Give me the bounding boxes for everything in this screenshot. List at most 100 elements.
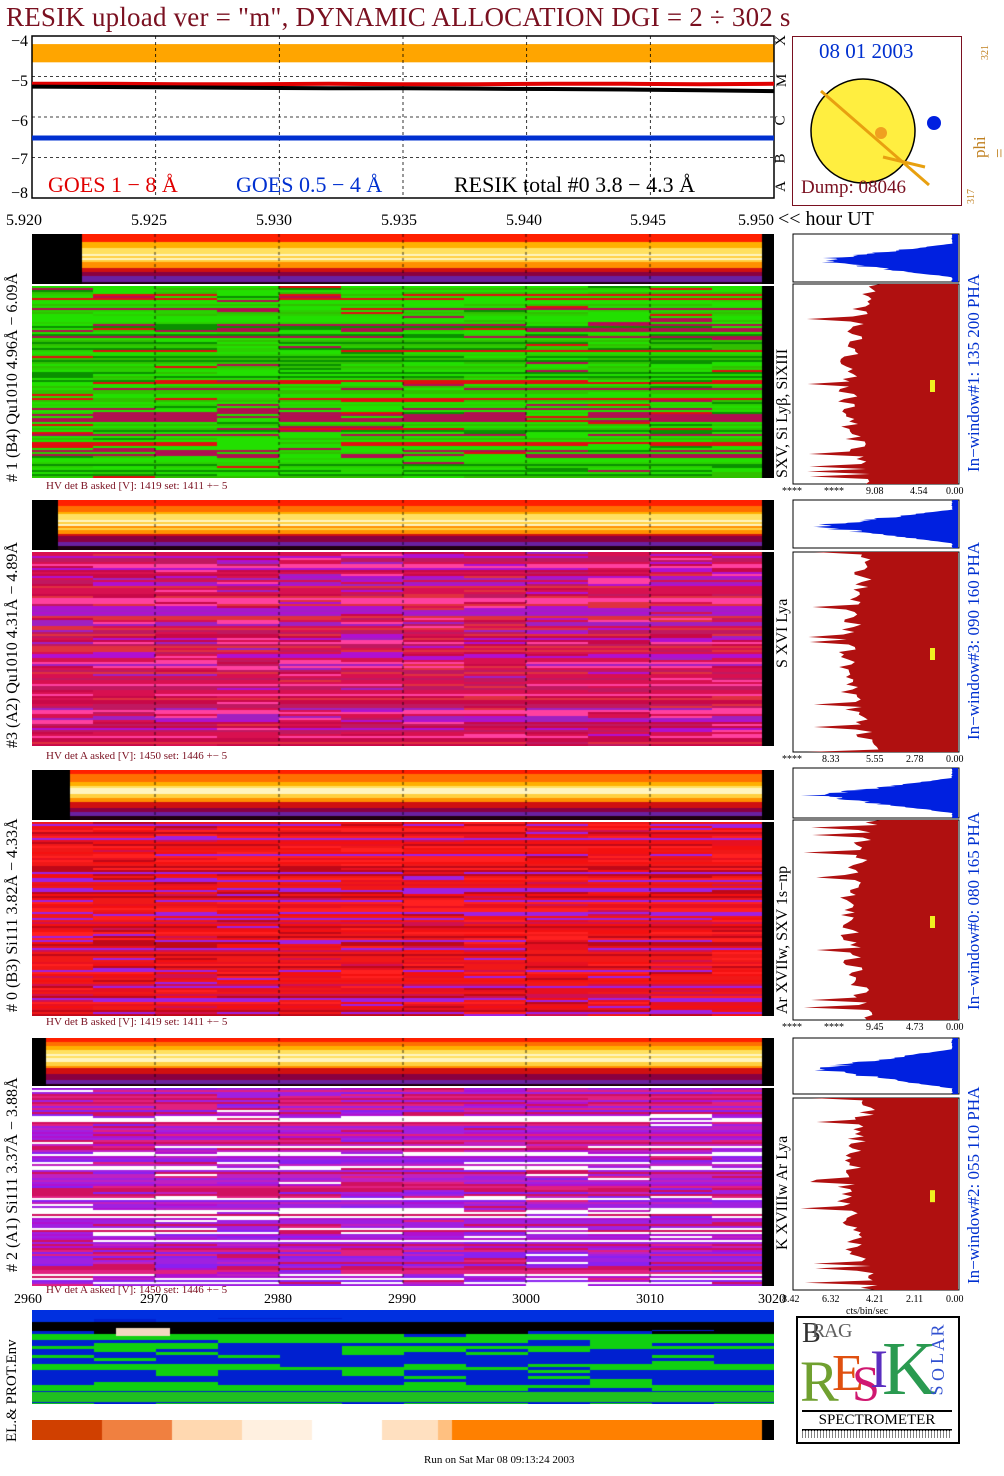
ch3-window-label: In−window#3: 090 160 PHA — [964, 541, 983, 740]
bottom-tick: 3000 — [512, 1292, 540, 1307]
sun-arrow-line — [882, 155, 926, 169]
ch1-pha-tick: 9.08 — [866, 486, 884, 497]
time-tick: 5.945 — [630, 212, 666, 229]
pha-blue-histogram — [814, 1038, 958, 1094]
sun-panel: 08 01 2003 Dump: 08046 — [792, 36, 962, 206]
logo-caption: SPECTROMETER — [802, 1410, 952, 1431]
ch3-main-spectrogram — [32, 552, 774, 746]
time-tick: 5.940 — [506, 212, 542, 229]
bottom-tick: 2980 — [264, 1292, 292, 1307]
logo-letter: G — [838, 1320, 853, 1342]
logo-letter: O — [928, 1368, 948, 1381]
ch0-main-spectrogram — [32, 822, 774, 1016]
logo-letter: S — [926, 1385, 947, 1396]
ch1-pha-tick: 0.00 — [946, 486, 964, 497]
sun-phi: phi = 320° — [970, 136, 1004, 158]
ch3-lines-label: S XVI Lya — [774, 598, 791, 668]
goes-class-label: C — [772, 115, 789, 126]
goes-ytick: −5 — [10, 73, 28, 90]
ch2-main-spectrogram — [32, 1088, 774, 1286]
env-color-bar — [32, 1420, 774, 1440]
logo-letter: I — [870, 1339, 888, 1399]
pha-blue-histogram — [800, 768, 958, 818]
ch0-pha-tick: 4.73 — [906, 1022, 924, 1033]
bottom-tick: 3020 — [758, 1292, 786, 1307]
logo-letter: R — [800, 1349, 839, 1414]
ch0-pha-tick: **** — [824, 1022, 844, 1033]
ch3-pha-tick: 2.78 — [906, 754, 924, 765]
ch3-thin-spectrogram — [32, 500, 774, 550]
ch3-pha-tick: 0.00 — [946, 754, 964, 765]
legend-resik: RESIK total #0 3.8 − 4.3 Å — [454, 172, 695, 197]
sun-date: 08 01 2003 — [819, 39, 914, 63]
logo-letter: A — [824, 1320, 839, 1342]
pha-red-histogram — [800, 1098, 958, 1290]
logo-letter: S — [852, 1355, 880, 1411]
page-title: RESIK upload ver = "m", DYNAMIC ALLOCATI… — [6, 2, 791, 32]
ch2-pha-tick: 4.21 — [866, 1294, 884, 1305]
env-canvas — [32, 1310, 774, 1404]
ch1-hv-text: HV det B asked [V]: 1419 set: 1411 +− 5 — [46, 480, 228, 492]
ch0-main-canvas — [32, 822, 774, 1016]
env-label: EL.& PROT.Env — [4, 1339, 20, 1442]
sun-bottom-small: 317 — [966, 189, 977, 204]
env-panel — [32, 1310, 774, 1404]
env-color-bar-canvas — [32, 1420, 774, 1440]
ch3-pha-tick: 8.33 — [822, 754, 840, 765]
ch0-window-label: In−window#0: 080 165 PHA — [964, 811, 983, 1010]
ch3-pha-tick: 5.55 — [866, 754, 884, 765]
resik-logo: B R A G R E S I K S O L A R SPECTROMETER — [796, 1316, 960, 1444]
ch3-main-canvas — [32, 552, 774, 746]
goes-class-label: A — [772, 181, 789, 192]
pha-marker — [930, 648, 935, 660]
pha-red-histogram — [803, 820, 958, 1020]
ch1-pha-tick: **** — [824, 486, 844, 497]
time-tick: 5.930 — [256, 212, 292, 229]
pha-red-histogram — [806, 284, 958, 484]
ch2-window-label: In−window#2: 055 110 PHA — [964, 1086, 983, 1284]
logo-fineprint — [802, 1430, 952, 1438]
ch0-pha-tick: 9.45 — [866, 1022, 884, 1033]
logo-letter: E — [832, 1345, 864, 1402]
goes-ytick: −4 — [10, 33, 28, 50]
sun-axis-line — [820, 89, 930, 187]
time-tick: 5.920 — [6, 212, 42, 229]
orange-band — [32, 44, 774, 63]
ch2-pha-tick: 8.42 — [782, 1294, 800, 1305]
pha-marker — [930, 916, 935, 928]
ch2-pha-tick: 6.32 — [822, 1294, 840, 1305]
ch3-pha-tick: **** — [782, 754, 802, 765]
ch1-lines-label: SXV, Si Lyβ, SiXIII — [774, 348, 791, 478]
ch1-pha-tick: 4.54 — [910, 486, 928, 497]
goes-panel — [31, 35, 775, 199]
pha-marker — [930, 380, 935, 392]
logo-letter: B — [802, 1318, 821, 1349]
bottom-tick: 2960 — [14, 1292, 42, 1307]
ch0-thin-spectrogram — [32, 770, 774, 820]
logo-letter: A — [928, 1338, 948, 1351]
ch0-lines-label: Ar XVIIw, SXV 1s−np — [774, 865, 791, 1014]
ch0-hv-text: HV det B asked [V]: 1419 set: 1411 +− 5 — [46, 1016, 228, 1028]
goes-ytick: −8 — [10, 185, 28, 202]
ch2-thin-canvas — [32, 1038, 774, 1086]
run-timestamp: Run on Sat Mar 08 09:13:24 2003 — [424, 1454, 575, 1466]
ch3-thin-canvas — [32, 500, 774, 550]
ch0-thin-canvas — [32, 770, 774, 820]
goes-ytick: −7 — [10, 151, 28, 168]
logo-letter: R — [812, 1320, 826, 1342]
logo-letter: R — [927, 1324, 948, 1337]
ch2-hv-text: HV det A asked [V]: 1450 set: 1446 +− 5 — [46, 1284, 228, 1296]
ch0-pha-tick: 0.00 — [946, 1022, 964, 1033]
ch1-main-spectrogram — [32, 286, 774, 478]
ch2-lines-label: K XVIIIw Ar Lya — [774, 1135, 791, 1250]
goes-plot — [31, 35, 775, 199]
goes-class-label: B — [772, 153, 789, 164]
bottom-tick: 3010 — [636, 1292, 664, 1307]
goes-class-label: M — [774, 73, 791, 88]
ch3-hv-text: HV det A asked [V]: 1450 set: 1446 +− 5 — [46, 750, 228, 762]
time-unit-label: << hour UT — [778, 208, 874, 230]
ch0-pha-tick: **** — [782, 1022, 802, 1033]
ch2-pha-tick: 0.00 — [946, 1294, 964, 1305]
pha-red-histogram — [806, 552, 958, 752]
ch2-pha-tick: 2.11 — [906, 1294, 924, 1305]
